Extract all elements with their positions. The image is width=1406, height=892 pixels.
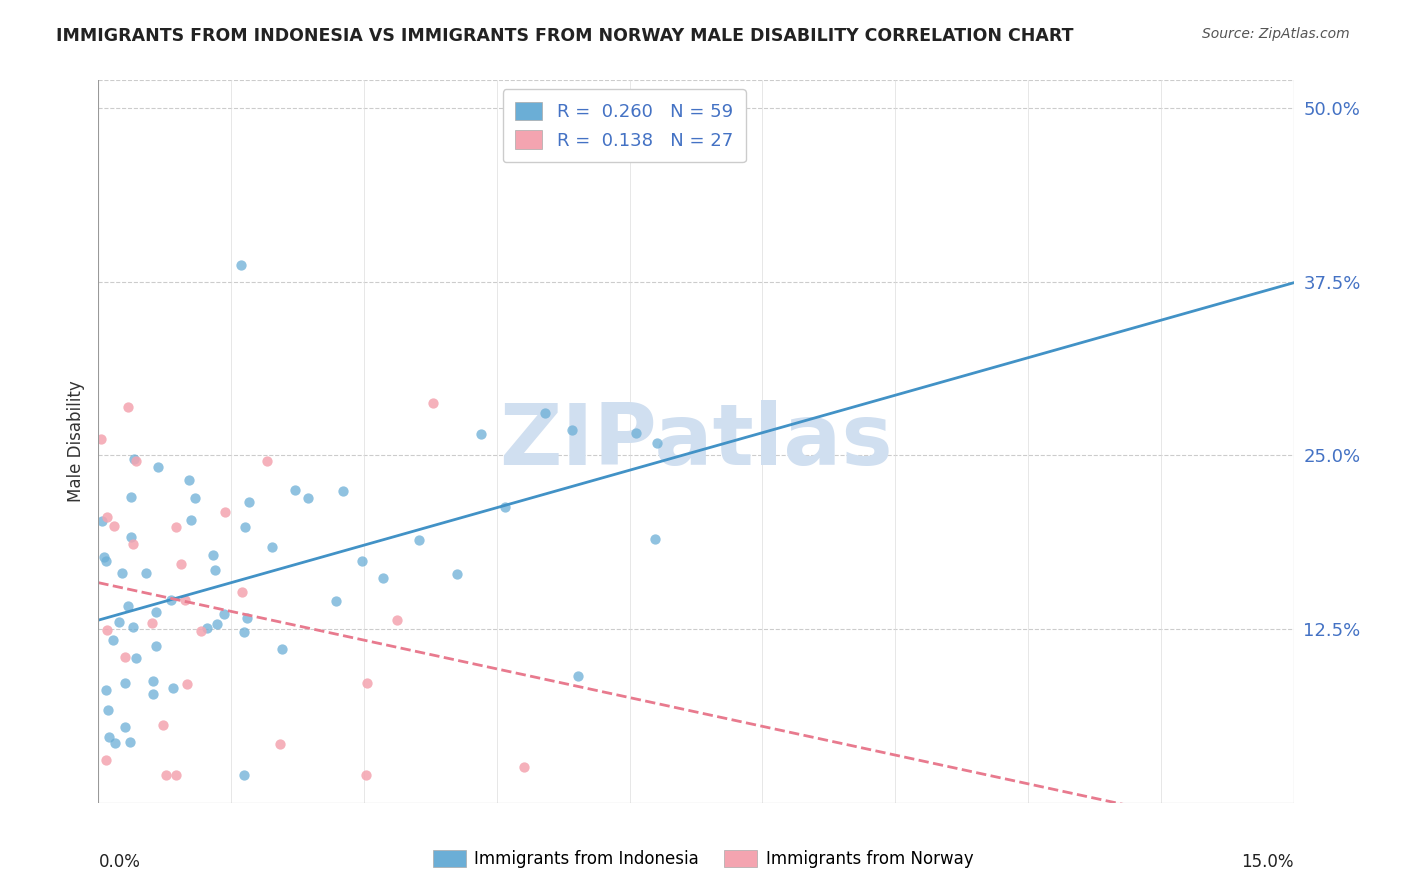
Point (108, 615, 131, 629)
Point (155, 768, 177, 782)
Point (91, 514, 114, 528)
Point (176, 677, 198, 691)
Point (354, 768, 377, 782)
Point (141, 615, 163, 630)
Point (470, 427, 492, 442)
Point (350, 553, 373, 567)
Text: ZIPatlas: ZIPatlas (499, 400, 893, 483)
Y-axis label: Male Disability: Male Disability (66, 381, 84, 502)
Point (494, 500, 516, 514)
Point (332, 483, 354, 498)
Point (173, 593, 195, 607)
Point (142, 673, 165, 688)
Point (422, 395, 444, 409)
Point (205, 617, 228, 632)
Point (98, 730, 121, 744)
Legend: Immigrants from Indonesia, Immigrants from Norway: Immigrants from Indonesia, Immigrants fr… (426, 843, 980, 875)
Point (297, 491, 319, 506)
Point (408, 533, 430, 548)
Point (231, 585, 253, 599)
Point (232, 625, 254, 640)
Point (446, 567, 468, 582)
Point (645, 436, 668, 450)
Point (145, 639, 167, 653)
Point (122, 537, 145, 551)
Point (644, 532, 666, 546)
Point (165, 768, 187, 782)
Point (165, 520, 187, 534)
Point (145, 606, 167, 620)
Legend: R =  0.260   N = 59, R =  0.138   N = 27: R = 0.260 N = 59, R = 0.138 N = 27 (503, 89, 745, 162)
Point (111, 566, 134, 581)
Point (214, 505, 236, 519)
Point (135, 566, 157, 581)
Point (567, 669, 589, 683)
Point (177, 473, 200, 487)
Point (184, 491, 207, 505)
Point (202, 548, 225, 562)
Point (96, 623, 118, 637)
Point (90, 432, 112, 446)
Point (180, 513, 202, 527)
Point (356, 675, 378, 690)
Point (142, 687, 165, 701)
Point (256, 453, 278, 467)
Point (233, 519, 256, 533)
Point (561, 423, 583, 437)
Point (114, 720, 136, 734)
Point (120, 530, 142, 544)
Point (96, 509, 118, 524)
Point (122, 451, 145, 466)
Point (236, 611, 259, 625)
Point (260, 541, 283, 555)
Point (232, 768, 254, 782)
Point (146, 459, 169, 474)
Point (122, 620, 145, 634)
Point (120, 734, 142, 748)
Point (325, 594, 347, 608)
Point (125, 453, 148, 467)
Point (97, 703, 120, 717)
Point (162, 681, 184, 695)
Point (120, 490, 142, 504)
Point (103, 632, 125, 647)
Point (104, 736, 127, 750)
Point (170, 557, 193, 571)
Point (271, 642, 294, 657)
Point (231, 258, 253, 272)
Point (214, 607, 236, 621)
Point (125, 650, 148, 665)
Point (93, 550, 115, 565)
Text: IMMIGRANTS FROM INDONESIA VS IMMIGRANTS FROM NORWAY MALE DISABILITY CORRELATION : IMMIGRANTS FROM INDONESIA VS IMMIGRANTS … (56, 27, 1074, 45)
Point (94, 683, 117, 698)
Text: Source: ZipAtlas.com: Source: ZipAtlas.com (1202, 27, 1350, 41)
Point (269, 737, 291, 751)
Point (160, 593, 183, 607)
Point (284, 483, 307, 497)
Point (204, 563, 226, 577)
Text: 15.0%: 15.0% (1241, 854, 1294, 871)
Point (117, 599, 139, 613)
Point (624, 425, 647, 440)
Point (195, 621, 218, 635)
Point (114, 650, 136, 665)
Point (190, 624, 212, 638)
Point (371, 571, 394, 585)
Point (94, 554, 117, 568)
Point (513, 760, 536, 774)
Point (117, 400, 139, 414)
Point (103, 519, 125, 533)
Point (152, 718, 174, 732)
Point (385, 613, 408, 627)
Point (114, 676, 136, 690)
Point (238, 495, 260, 509)
Point (94, 753, 117, 767)
Text: 0.0%: 0.0% (98, 854, 141, 871)
Point (534, 406, 557, 420)
